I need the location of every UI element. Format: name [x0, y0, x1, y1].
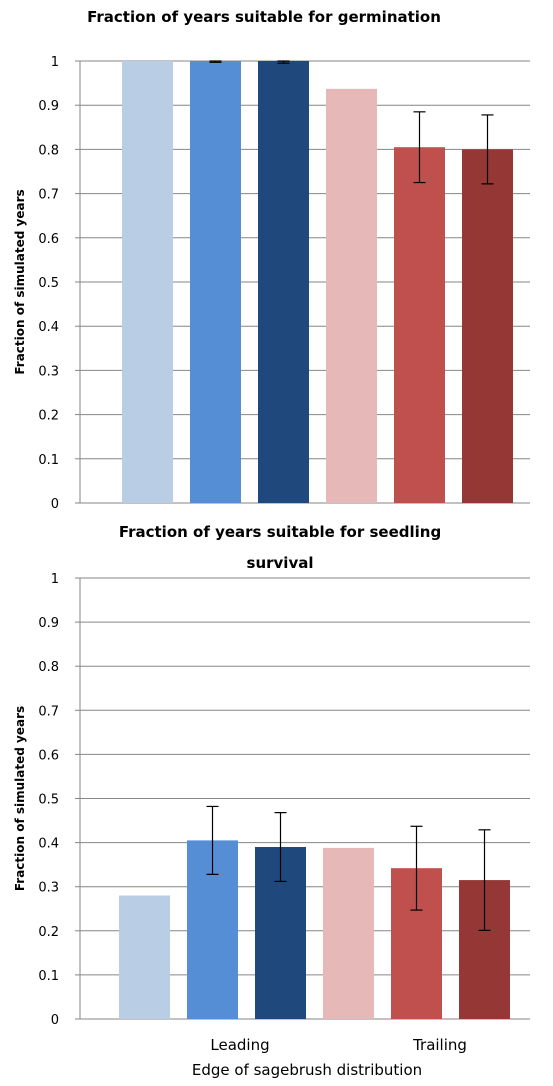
y-tick-label: 1 — [51, 55, 59, 70]
chart-title: Fraction of years suitable for germinati… — [87, 8, 441, 26]
y-tick-label: 0.4 — [38, 320, 59, 335]
bar — [122, 61, 173, 503]
y-tick-label: 0.3 — [38, 881, 59, 896]
seedling-survival-chart: Fraction of years suitable for seedling s… — [13, 523, 530, 1079]
y-tick-label: 0.1 — [38, 453, 59, 468]
chart-title: survival — [247, 554, 314, 572]
y-tick-label: 0.9 — [38, 99, 59, 114]
y-tick-label: 0.7 — [38, 188, 59, 203]
y-axis-label: Fraction of simulated years — [13, 706, 27, 891]
y-tick-label: 0.5 — [38, 276, 59, 291]
y-tick-label: 0.2 — [38, 925, 59, 940]
bar — [323, 847, 374, 1019]
bar — [258, 61, 309, 503]
germination-chart: Fraction of years suitable for germinati… — [13, 8, 530, 512]
y-tick-label: 0 — [51, 1013, 59, 1028]
bar — [394, 147, 445, 503]
y-tick-label: 0.3 — [38, 364, 59, 379]
chart-title: Fraction of years suitable for seedling — [119, 523, 441, 541]
bar — [119, 895, 170, 1019]
bar — [462, 149, 513, 503]
x-category-label: Leading — [210, 1036, 269, 1054]
y-tick-label: 0.7 — [38, 704, 59, 719]
y-tick-label: 0.6 — [38, 232, 59, 247]
y-tick-label: 0.8 — [38, 660, 59, 675]
y-axis-label: Fraction of simulated years — [13, 189, 27, 374]
bar — [326, 88, 377, 503]
y-tick-label: 0.4 — [38, 837, 59, 852]
y-tick-label: 0 — [51, 497, 59, 512]
y-tick-label: 1 — [51, 572, 59, 587]
y-tick-label: 0.1 — [38, 969, 59, 984]
x-axis-label: Edge of sagebrush distribution — [192, 1061, 422, 1079]
x-category-label: Trailing — [412, 1036, 467, 1054]
y-tick-label: 0.8 — [38, 143, 59, 158]
y-tick-label: 0.2 — [38, 409, 59, 424]
y-tick-label: 0.9 — [38, 616, 59, 631]
y-tick-label: 0.5 — [38, 793, 59, 808]
bar — [190, 61, 241, 503]
y-tick-label: 0.6 — [38, 748, 59, 763]
